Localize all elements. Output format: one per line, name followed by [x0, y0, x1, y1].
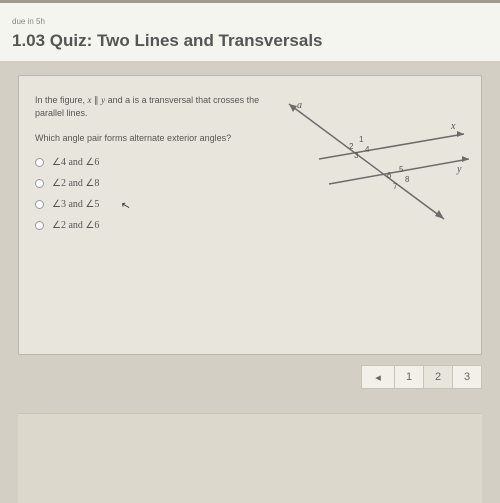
label-y: y [456, 164, 462, 175]
bottom-panel [18, 413, 482, 503]
page-header: due in 5h 1.03 Quiz: Two Lines and Trans… [0, 0, 500, 61]
parallel-symbol: ∥ [92, 95, 102, 105]
radio-icon[interactable] [35, 179, 44, 188]
quiz-card: In the figure, x ∥ y and a is a transver… [18, 75, 482, 355]
option-label: ∠4 and ∠6 [52, 157, 99, 168]
arrow-y [462, 156, 469, 162]
line-x [319, 134, 464, 159]
page-1-button[interactable]: 1 [394, 365, 424, 389]
label-a: a [297, 100, 302, 111]
figure-svg: a x y 1 2 3 4 5 6 7 8 [279, 94, 469, 224]
angle-1: 1 [359, 135, 364, 144]
angle-6: 6 [387, 171, 392, 180]
radio-icon[interactable] [35, 200, 44, 209]
radio-icon[interactable] [35, 158, 44, 167]
geometry-figure: a x y 1 2 3 4 5 6 7 8 [279, 94, 469, 229]
question-prompt: Which angle pair forms alternate exterio… [35, 133, 275, 143]
angle-2: 2 [349, 142, 354, 151]
page-3-button[interactable]: 3 [452, 365, 482, 389]
angle-7: 7 [393, 182, 398, 191]
line-a [289, 104, 444, 219]
angle-5: 5 [399, 165, 404, 174]
radio-icon[interactable] [35, 221, 44, 230]
page-title: 1.03 Quiz: Two Lines and Transversals [12, 31, 488, 51]
prev-button[interactable]: ◂ [361, 365, 395, 389]
angle-3: 3 [354, 151, 359, 160]
pagination: ◂ 1 2 3 [18, 365, 482, 389]
label-x: x [450, 121, 456, 132]
option-label: ∠2 and ∠6 [52, 220, 99, 231]
angle-4: 4 [365, 145, 370, 154]
arrow-x [457, 131, 464, 137]
intro-pre: In the figure, [35, 95, 88, 105]
angle-8: 8 [405, 175, 410, 184]
question-intro: In the figure, x ∥ y and a is a transver… [35, 94, 275, 119]
page-2-button[interactable]: 2 [423, 365, 453, 389]
option-label: ∠2 and ∠8 [52, 178, 99, 189]
due-text: due in 5h [12, 17, 45, 26]
arrow-a-bottom [435, 210, 444, 219]
option-label: ∠3 and ∠5 [52, 199, 99, 210]
arrow-a-top [289, 104, 297, 112]
